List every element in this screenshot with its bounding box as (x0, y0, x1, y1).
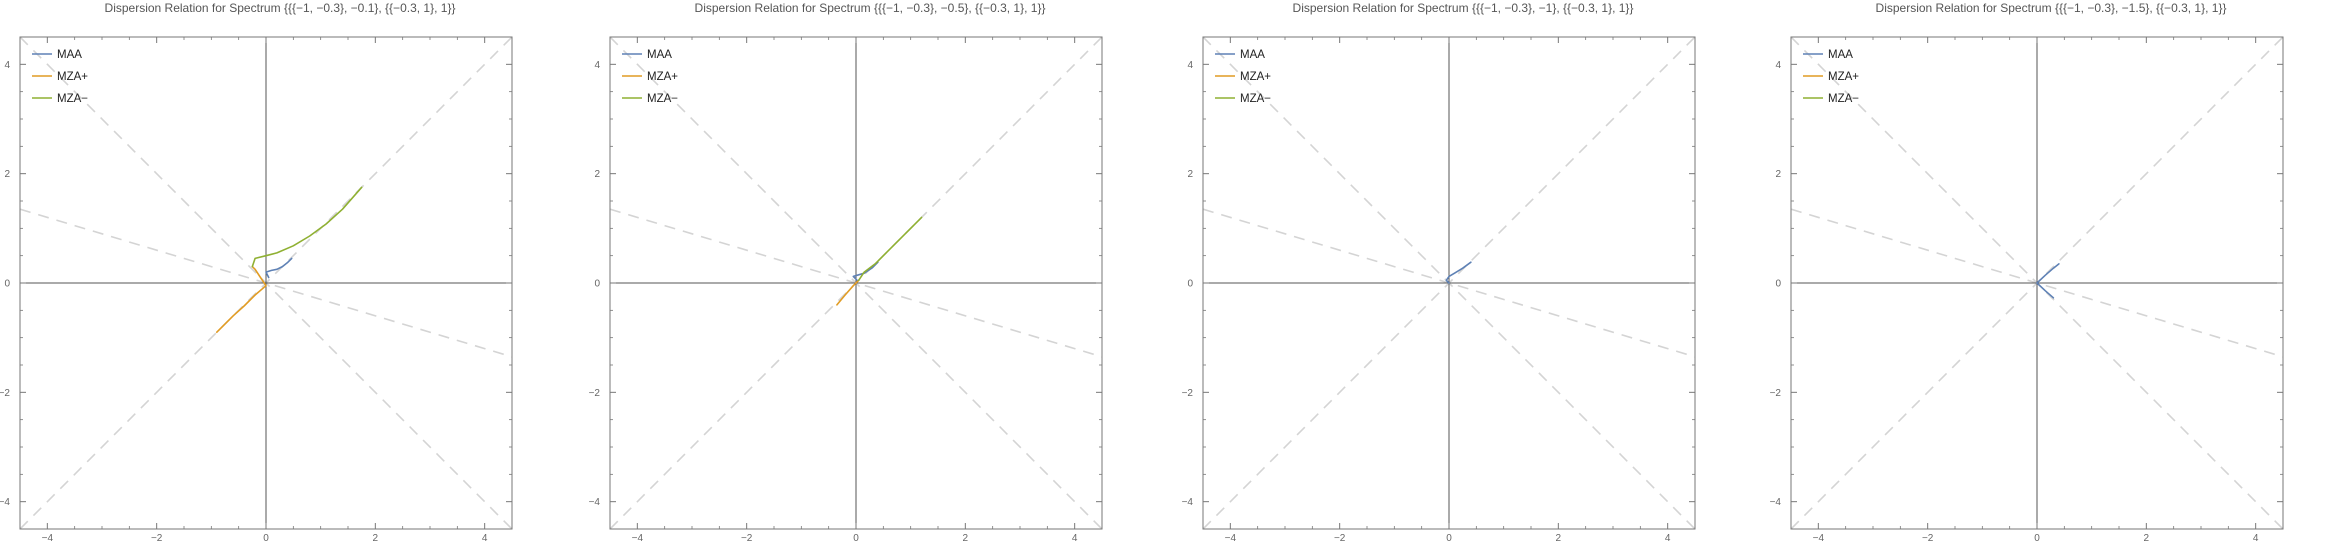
x-tick-label: 2 (373, 533, 379, 544)
y-tick-label: 2 (594, 169, 600, 180)
y-tick-label: −2 (1770, 388, 1782, 399)
y-tick-label: 2 (4, 169, 10, 180)
legend-label-mza+: MZA+ (647, 71, 678, 83)
plot-area (610, 37, 1102, 529)
plot-area (1203, 37, 1695, 529)
legend: MAA MZA+ MZA− (32, 49, 88, 105)
legend-label-maa: MAA (1828, 49, 1853, 61)
x-tick-label: −4 (1225, 533, 1237, 544)
legend-label-mza-: MZA− (1240, 93, 1271, 105)
legend-label-mza-: MZA− (647, 93, 678, 105)
chart-title: Dispersion Relation for Spectrum {{{−1, … (1875, 1, 2227, 15)
legend-label-maa: MAA (647, 49, 672, 61)
series-line-mza- (857, 216, 923, 282)
y-tick-label: −2 (589, 388, 601, 399)
chart-panel-2: Dispersion Relation for Spectrum {{{−1, … (589, 0, 1150, 544)
legend: MAA MZA+ MZA− (622, 49, 678, 105)
x-tick-label: 2 (963, 533, 969, 544)
x-tick-label: 2 (2144, 533, 2150, 544)
legend-label-mza-: MZA− (1828, 93, 1859, 105)
series-line-mza+ (216, 265, 267, 333)
y-tick-label: −2 (1182, 388, 1194, 399)
x-tick-label: 0 (263, 533, 269, 544)
series-line-maa (1445, 261, 1472, 284)
y-tick-label: 4 (1187, 60, 1193, 71)
y-tick-label: 4 (594, 60, 600, 71)
series-line-maa (2036, 263, 2060, 299)
legend: MAA MZA+ MZA− (1215, 49, 1271, 105)
x-tick-label: 4 (1665, 533, 1671, 544)
plot-area (1791, 37, 2283, 529)
x-tick-label: 0 (2034, 533, 2040, 544)
x-tick-label: −4 (1813, 533, 1825, 544)
x-tick-label: −4 (632, 533, 644, 544)
y-tick-label: −4 (0, 497, 10, 508)
y-tick-label: −4 (1182, 497, 1194, 508)
y-tick-label: 0 (1775, 279, 1781, 290)
x-tick-label: −2 (1334, 533, 1346, 544)
chart-title: Dispersion Relation for Spectrum {{{−1, … (1292, 1, 1634, 15)
plot-area (20, 37, 512, 529)
y-tick-label: 2 (1775, 169, 1781, 180)
chart-panel-1: Dispersion Relation for Spectrum {{{−1, … (0, 0, 560, 544)
series-line-maa (265, 257, 293, 279)
series-line-mza+ (836, 279, 860, 306)
y-tick-label: −4 (589, 497, 601, 508)
chart-plot: −4 −2 0 2 4 −4 −2 0 2 4 MAA MZA+ MZA− (589, 36, 1103, 544)
x-tick-label: 0 (853, 533, 859, 544)
legend-label-mza+: MZA+ (1240, 71, 1271, 83)
x-tick-label: 4 (1072, 533, 1078, 544)
chart-panel-3: Dispersion Relation for Spectrum {{{−1, … (1182, 0, 1743, 544)
series-line-mza- (251, 186, 363, 268)
x-tick-label: 4 (2253, 533, 2259, 544)
y-tick-label: 0 (594, 279, 600, 290)
chart-title: Dispersion Relation for Spectrum {{{−1, … (694, 1, 1046, 15)
legend-label-maa: MAA (1240, 49, 1265, 61)
y-tick-label: −4 (1770, 497, 1782, 508)
legend-label-mza-: MZA− (57, 93, 88, 105)
legend-label-mza+: MZA+ (57, 71, 88, 83)
chart-plot: −4 −2 0 2 4 −4 −2 0 2 4 MAA MZA+ MZA− (0, 36, 513, 544)
legend: MAA MZA+ MZA− (1803, 49, 1859, 105)
x-tick-label: −2 (1922, 533, 1934, 544)
y-tick-label: 4 (1775, 60, 1781, 71)
x-tick-label: −2 (151, 533, 163, 544)
y-tick-label: 0 (1187, 279, 1193, 290)
chart-title: Dispersion Relation for Spectrum {{{−1, … (104, 1, 456, 15)
x-tick-label: 2 (1556, 533, 1562, 544)
x-tick-label: −2 (741, 533, 753, 544)
legend-label-maa: MAA (57, 49, 82, 61)
y-tick-label: 2 (1187, 169, 1193, 180)
y-tick-label: 4 (4, 60, 10, 71)
chart-plot: −4 −2 0 2 4 −4 −2 0 2 4 MAA MZA+ MZA− (1182, 36, 1696, 544)
x-tick-label: 0 (1446, 533, 1452, 544)
y-tick-label: −2 (0, 388, 10, 399)
x-tick-label: −4 (42, 533, 54, 544)
chart-panel-4: Dispersion Relation for Spectrum {{{−1, … (1770, 0, 2331, 544)
legend-label-mza+: MZA+ (1828, 71, 1859, 83)
series-line-maa (852, 261, 879, 282)
y-tick-label: 0 (4, 279, 10, 290)
x-tick-label: 4 (482, 533, 488, 544)
chart-plot: −4 −2 0 2 4 −4 −2 0 2 4 MAA MZA+ MZA− (1770, 36, 2284, 544)
